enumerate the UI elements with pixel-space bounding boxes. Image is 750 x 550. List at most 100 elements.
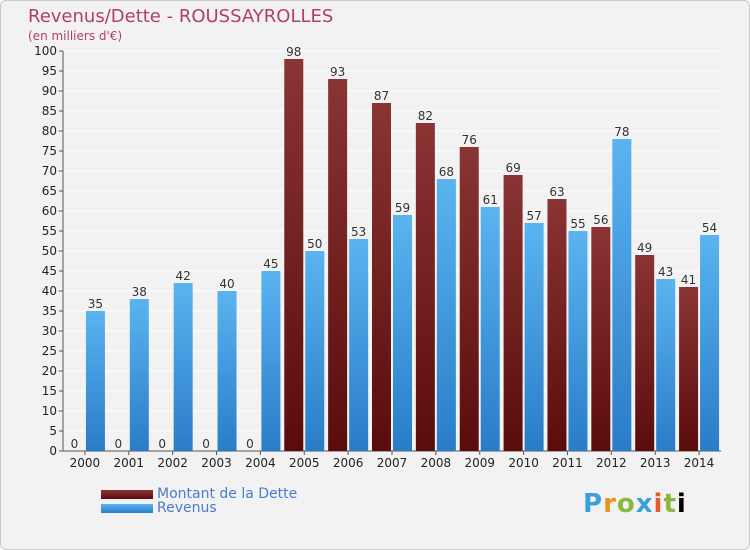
legend-swatch-revenus bbox=[101, 504, 153, 513]
y-tick-label: 5 bbox=[49, 424, 57, 438]
bar-revenus bbox=[85, 311, 105, 451]
bar-revenus bbox=[436, 179, 456, 451]
data-label-dette: 41 bbox=[681, 273, 696, 287]
x-tick-label: 2005 bbox=[289, 456, 320, 470]
data-label-dette: 0 bbox=[246, 437, 254, 451]
bar-revenus bbox=[349, 239, 369, 451]
bar-dette bbox=[415, 123, 435, 451]
bar-revenus bbox=[480, 207, 500, 451]
bar-dette bbox=[679, 287, 699, 451]
y-tick-label: 35 bbox=[42, 304, 57, 318]
bar-dette bbox=[372, 103, 391, 451]
data-label-dette: 98 bbox=[286, 45, 301, 59]
proxiti-logo: Proxiti bbox=[583, 489, 687, 519]
x-tick-label: 2011 bbox=[552, 456, 583, 470]
y-tick-label: 95 bbox=[42, 64, 57, 78]
x-tick-label: 2001 bbox=[114, 456, 145, 470]
bar-revenus bbox=[524, 223, 544, 451]
x-tick-label: 2013 bbox=[640, 456, 671, 470]
y-tick-label: 60 bbox=[42, 204, 57, 218]
bar-revenus bbox=[217, 291, 237, 451]
bar-revenus bbox=[261, 271, 281, 451]
chart-title: Revenus/Dette - ROUSSAYROLLES bbox=[28, 6, 334, 27]
data-label-dette: 76 bbox=[462, 133, 477, 147]
data-label-dette: 0 bbox=[114, 437, 122, 451]
x-tick-label: 2009 bbox=[464, 456, 495, 470]
x-tick-label: 2012 bbox=[596, 456, 627, 470]
data-label-revenus: 42 bbox=[176, 269, 191, 283]
x-tick-label: 2008 bbox=[421, 456, 452, 470]
data-label-revenus: 53 bbox=[351, 225, 366, 239]
bar-dette bbox=[635, 255, 655, 451]
data-label-dette: 69 bbox=[505, 161, 520, 175]
x-tick-label: 2002 bbox=[157, 456, 188, 470]
y-tick-label: 90 bbox=[42, 84, 57, 98]
data-label-revenus: 68 bbox=[439, 165, 454, 179]
bar-revenus bbox=[612, 139, 632, 451]
y-tick-label: 45 bbox=[42, 264, 57, 278]
data-label-revenus: 38 bbox=[132, 285, 147, 299]
data-label-revenus: 55 bbox=[570, 217, 585, 231]
bar-revenus bbox=[656, 279, 676, 451]
bar-dette bbox=[547, 199, 567, 451]
bar-revenus bbox=[700, 235, 720, 451]
data-label-dette: 49 bbox=[637, 241, 652, 255]
data-label-dette: 0 bbox=[202, 437, 210, 451]
data-label-dette: 82 bbox=[418, 109, 433, 123]
data-label-dette: 0 bbox=[71, 437, 79, 451]
y-tick-label: 40 bbox=[42, 284, 57, 298]
data-label-revenus: 35 bbox=[88, 297, 103, 311]
bar-revenus bbox=[393, 215, 412, 451]
x-tick-label: 2007 bbox=[377, 456, 408, 470]
chart-subtitle: (en milliers d'€) bbox=[28, 29, 123, 43]
data-label-dette: 0 bbox=[158, 437, 166, 451]
y-tick-label: 15 bbox=[42, 384, 57, 398]
data-label-dette: 93 bbox=[330, 65, 345, 79]
bar-dette bbox=[284, 59, 304, 451]
data-label-revenus: 50 bbox=[307, 237, 322, 251]
y-tick-label: 80 bbox=[42, 124, 57, 138]
x-tick-label: 2004 bbox=[245, 456, 276, 470]
y-tick-label: 30 bbox=[42, 324, 57, 338]
legend-swatch-dette bbox=[101, 490, 153, 499]
x-tick-label: 2010 bbox=[508, 456, 539, 470]
y-tick-label: 55 bbox=[42, 224, 57, 238]
bar-dette bbox=[591, 227, 611, 451]
x-tick-label: 2014 bbox=[684, 456, 715, 470]
data-label-revenus: 54 bbox=[702, 221, 717, 235]
y-tick-label: 85 bbox=[42, 104, 57, 118]
bar-dette bbox=[503, 175, 523, 451]
x-tick-label: 2000 bbox=[70, 456, 101, 470]
y-tick-label: 50 bbox=[42, 244, 57, 258]
data-label-revenus: 57 bbox=[526, 209, 541, 223]
x-tick-label: 2003 bbox=[201, 456, 232, 470]
bar-dette bbox=[328, 79, 348, 451]
bar-revenus bbox=[129, 299, 149, 451]
data-label-revenus: 45 bbox=[263, 257, 278, 271]
data-label-revenus: 78 bbox=[614, 125, 629, 139]
y-tick-label: 100 bbox=[34, 44, 57, 58]
data-label-revenus: 59 bbox=[395, 201, 410, 215]
data-label-revenus: 40 bbox=[219, 277, 234, 291]
y-tick-label: 20 bbox=[42, 364, 57, 378]
y-tick-label: 65 bbox=[42, 184, 57, 198]
y-tick-label: 75 bbox=[42, 144, 57, 158]
bar-revenus bbox=[305, 251, 325, 451]
data-label-dette: 56 bbox=[593, 213, 608, 227]
bar-revenus bbox=[173, 283, 193, 451]
y-tick-label: 25 bbox=[42, 344, 57, 358]
data-label-dette: 87 bbox=[374, 89, 389, 103]
bar-revenus bbox=[568, 231, 588, 451]
data-label-revenus: 61 bbox=[483, 193, 498, 207]
legend-label-revenus: Revenus bbox=[157, 500, 217, 516]
legend-label-dette: Montant de la Dette bbox=[157, 486, 298, 502]
y-tick-label: 0 bbox=[49, 444, 57, 458]
x-tick-label: 2006 bbox=[333, 456, 364, 470]
bar-dette bbox=[459, 147, 479, 451]
data-label-dette: 63 bbox=[549, 185, 564, 199]
data-label-revenus: 43 bbox=[658, 265, 673, 279]
y-tick-label: 10 bbox=[42, 404, 57, 418]
y-tick-label: 70 bbox=[42, 164, 57, 178]
